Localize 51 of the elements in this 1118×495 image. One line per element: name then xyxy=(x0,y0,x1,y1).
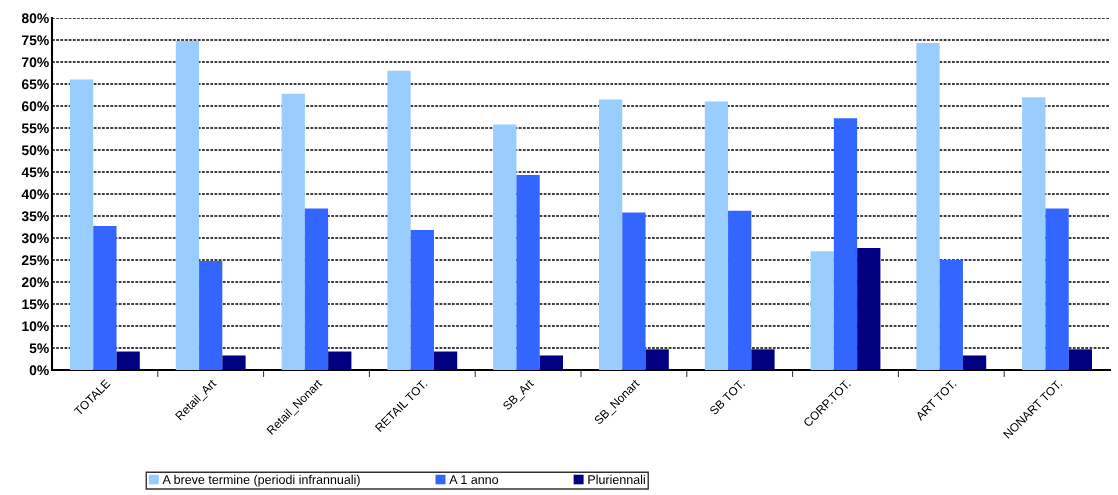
y-tick-label: 15% xyxy=(22,299,49,310)
bar xyxy=(281,93,305,370)
y-tick-label: 25% xyxy=(21,255,49,266)
bar xyxy=(175,40,200,370)
bar xyxy=(199,260,223,370)
bar xyxy=(833,118,858,370)
bar xyxy=(962,355,987,370)
y-tick-label: 45% xyxy=(21,167,49,178)
legend-label: A 1 anno xyxy=(449,475,499,484)
y-tick-label: 20% xyxy=(21,277,49,288)
bar xyxy=(810,251,834,370)
y-tick-label: 50% xyxy=(21,145,49,156)
legend-label: A breve termine (periodi infrannuali) xyxy=(162,474,360,487)
bar xyxy=(493,124,517,370)
bar xyxy=(645,349,669,370)
y-tick-label: 30% xyxy=(21,233,49,244)
y-tick-label: 65% xyxy=(21,79,49,90)
bar xyxy=(728,210,752,370)
legend-label: Pluriennali xyxy=(588,474,645,484)
y-tick-label: 40% xyxy=(21,189,49,200)
bar xyxy=(598,99,623,370)
bar xyxy=(116,351,140,370)
bar xyxy=(1045,208,1069,370)
bar xyxy=(69,79,94,370)
y-tick-label: 80% xyxy=(21,13,49,24)
y-tick-label: 35% xyxy=(21,211,49,222)
bar xyxy=(93,226,117,370)
bar xyxy=(304,208,329,370)
bar xyxy=(751,349,775,370)
y-tick-label: 75% xyxy=(22,35,49,46)
bar xyxy=(1068,349,1093,370)
bar xyxy=(704,101,729,370)
bar xyxy=(387,70,411,370)
bar xyxy=(516,175,540,370)
bar xyxy=(328,351,352,370)
y-tick-label: 55% xyxy=(21,123,49,134)
y-tick-label: 0% xyxy=(29,365,49,376)
bar xyxy=(410,230,434,370)
bar xyxy=(222,355,246,370)
bar xyxy=(622,212,646,370)
bar xyxy=(1022,97,1046,370)
bar xyxy=(539,355,564,370)
y-tick-label: 10% xyxy=(22,321,49,332)
y-tick-label: 5% xyxy=(29,343,49,354)
bar xyxy=(916,43,940,370)
y-tick-label: 70% xyxy=(22,57,49,68)
bar xyxy=(857,248,881,370)
bar xyxy=(939,260,963,370)
y-tick-label: 60% xyxy=(21,101,49,112)
bar xyxy=(433,351,458,370)
x-tick-label: SB TOT. xyxy=(709,379,746,416)
